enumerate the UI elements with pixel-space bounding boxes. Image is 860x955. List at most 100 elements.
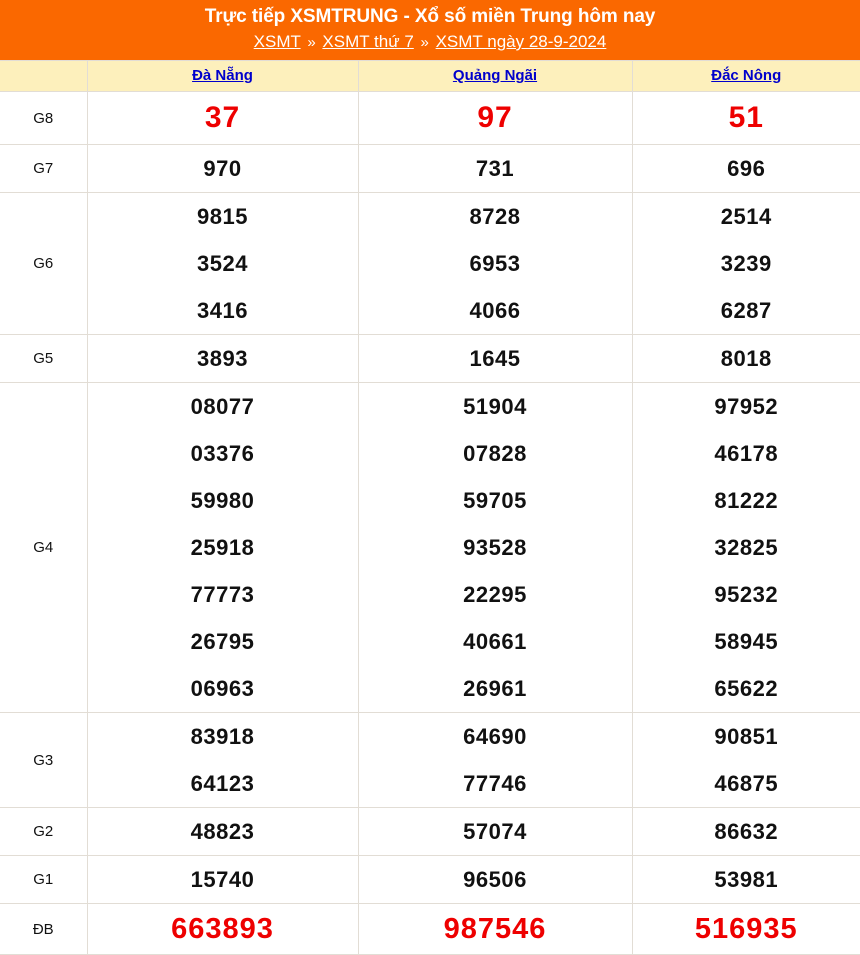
prize-label-g6: G6 — [0, 193, 87, 335]
prize-number: 1645 — [359, 335, 632, 382]
prize-label-g3: G3 — [0, 713, 87, 808]
prize-cell-g2-quang-ngai: 57074 — [358, 808, 632, 856]
prize-cell-g5-da-nang: 3893 — [87, 335, 358, 383]
breadcrumb-item-date[interactable]: XSMT ngày 28-9-2024 — [436, 32, 607, 51]
prize-cell-g5-dac-nong: 8018 — [632, 335, 860, 383]
table-header-row: Đà Nẵng Quảng Ngãi Đắc Nông — [0, 61, 860, 92]
table-row-g2: G2 48823 57074 86632 — [0, 808, 860, 856]
column-header-quang-ngai: Quảng Ngãi — [358, 61, 632, 92]
prize-number: 26795 — [88, 618, 358, 665]
prize-number: 93528 — [359, 524, 632, 571]
prize-number: 53981 — [633, 856, 860, 903]
prize-number: 77773 — [88, 571, 358, 618]
prize-cell-g7-dac-nong: 696 — [632, 145, 860, 193]
province-link-da-nang[interactable]: Đà Nẵng — [192, 67, 253, 84]
prize-label-g7: G7 — [0, 145, 87, 193]
table-header: Đà Nẵng Quảng Ngãi Đắc Nông — [0, 61, 860, 92]
prize-number: 15740 — [88, 856, 358, 903]
prize-number: 6953 — [359, 240, 632, 287]
breadcrumb-separator: » — [305, 34, 317, 51]
prize-label-g8: G8 — [0, 92, 87, 145]
prize-number: 57074 — [359, 808, 632, 855]
breadcrumb-item-weekday[interactable]: XSMT thứ 7 — [322, 32, 413, 51]
table-body: G8 37 97 51 G7 970 731 696 G6 — [0, 92, 860, 955]
table-row-g3: G3 83918 64123 64690 77746 90851 46875 — [0, 713, 860, 808]
prize-cell-g4-dac-nong: 97952 46178 81222 32825 95232 58945 6562… — [632, 383, 860, 713]
prize-cell-g2-dac-nong: 86632 — [632, 808, 860, 856]
prize-cell-g1-da-nang: 15740 — [87, 856, 358, 904]
prize-number: 65622 — [633, 665, 860, 712]
prize-number: 58945 — [633, 618, 860, 665]
prize-cell-g6-da-nang: 9815 3524 3416 — [87, 193, 358, 335]
prize-cell-g3-da-nang: 83918 64123 — [87, 713, 358, 808]
prize-label-g5: G5 — [0, 335, 87, 383]
prize-number: 03376 — [88, 430, 358, 477]
prize-cell-g6-dac-nong: 2514 3239 6287 — [632, 193, 860, 335]
prize-cell-g1-quang-ngai: 96506 — [358, 856, 632, 904]
prize-number: 516935 — [633, 904, 860, 954]
prize-cell-g5-quang-ngai: 1645 — [358, 335, 632, 383]
prize-cell-g7-quang-ngai: 731 — [358, 145, 632, 193]
prize-number: 3416 — [88, 287, 358, 334]
prize-number: 97 — [359, 92, 632, 144]
prize-number: 08077 — [88, 383, 358, 430]
prize-cell-g3-dac-nong: 90851 46875 — [632, 713, 860, 808]
prize-number: 8018 — [633, 335, 860, 382]
prize-cell-g8-dac-nong: 51 — [632, 92, 860, 145]
prize-number: 8728 — [359, 193, 632, 240]
prize-number: 77746 — [359, 760, 632, 807]
column-header-dac-nong: Đắc Nông — [632, 61, 860, 92]
prize-number: 26961 — [359, 665, 632, 712]
prize-number: 46178 — [633, 430, 860, 477]
prize-number: 37 — [88, 92, 358, 144]
prize-cell-g2-da-nang: 48823 — [87, 808, 358, 856]
prize-label-g4: G4 — [0, 383, 87, 713]
prize-number: 59980 — [88, 477, 358, 524]
prize-number: 970 — [88, 145, 358, 192]
prize-number: 83918 — [88, 713, 358, 760]
table-row-g5: G5 3893 1645 8018 — [0, 335, 860, 383]
prize-cell-g1-dac-nong: 53981 — [632, 856, 860, 904]
prize-cell-g4-da-nang: 08077 03376 59980 25918 77773 26795 0696… — [87, 383, 358, 713]
prize-number: 64690 — [359, 713, 632, 760]
lottery-results-table: Đà Nẵng Quảng Ngãi Đắc Nông G8 37 97 51 … — [0, 60, 860, 955]
prize-cell-g6-quang-ngai: 8728 6953 4066 — [358, 193, 632, 335]
prize-number: 51904 — [359, 383, 632, 430]
prize-number: 86632 — [633, 808, 860, 855]
prize-label-g2: G2 — [0, 808, 87, 856]
prize-cell-db-da-nang: 663893 — [87, 904, 358, 955]
prize-number: 07828 — [359, 430, 632, 477]
table-row-g7: G7 970 731 696 — [0, 145, 860, 193]
table-row-g8: G8 37 97 51 — [0, 92, 860, 145]
prize-number: 59705 — [359, 477, 632, 524]
table-row-g6: G6 9815 3524 3416 8728 6953 4066 2514 32… — [0, 193, 860, 335]
prize-number: 06963 — [88, 665, 358, 712]
table-corner-cell — [0, 61, 87, 92]
prize-number: 987546 — [359, 904, 632, 954]
prize-cell-g7-da-nang: 970 — [87, 145, 358, 193]
prize-number: 22295 — [359, 571, 632, 618]
prize-number: 3524 — [88, 240, 358, 287]
prize-number: 696 — [633, 145, 860, 192]
prize-label-g1: G1 — [0, 856, 87, 904]
prize-number: 3893 — [88, 335, 358, 382]
province-link-quang-ngai[interactable]: Quảng Ngãi — [453, 67, 537, 84]
prize-number: 663893 — [88, 904, 358, 954]
prize-number: 25918 — [88, 524, 358, 571]
prize-number: 6287 — [633, 287, 860, 334]
prize-number: 90851 — [633, 713, 860, 760]
prize-cell-g8-quang-ngai: 97 — [358, 92, 632, 145]
province-link-dac-nong[interactable]: Đắc Nông — [711, 67, 781, 84]
prize-number: 64123 — [88, 760, 358, 807]
page-header-banner: Trực tiếp XSMTRUNG - Xổ số miền Trung hô… — [0, 0, 860, 60]
table-row-g4: G4 08077 03376 59980 25918 77773 26795 0… — [0, 383, 860, 713]
prize-number: 32825 — [633, 524, 860, 571]
prize-cell-g3-quang-ngai: 64690 77746 — [358, 713, 632, 808]
prize-cell-g4-quang-ngai: 51904 07828 59705 93528 22295 40661 2696… — [358, 383, 632, 713]
page-title: Trực tiếp XSMTRUNG - Xổ số miền Trung hô… — [0, 4, 860, 29]
breadcrumb-item-xsmt[interactable]: XSMT — [254, 32, 301, 51]
breadcrumb-separator: » — [419, 34, 431, 51]
table-row-g1: G1 15740 96506 53981 — [0, 856, 860, 904]
prize-cell-db-quang-ngai: 987546 — [358, 904, 632, 955]
prize-number: 4066 — [359, 287, 632, 334]
